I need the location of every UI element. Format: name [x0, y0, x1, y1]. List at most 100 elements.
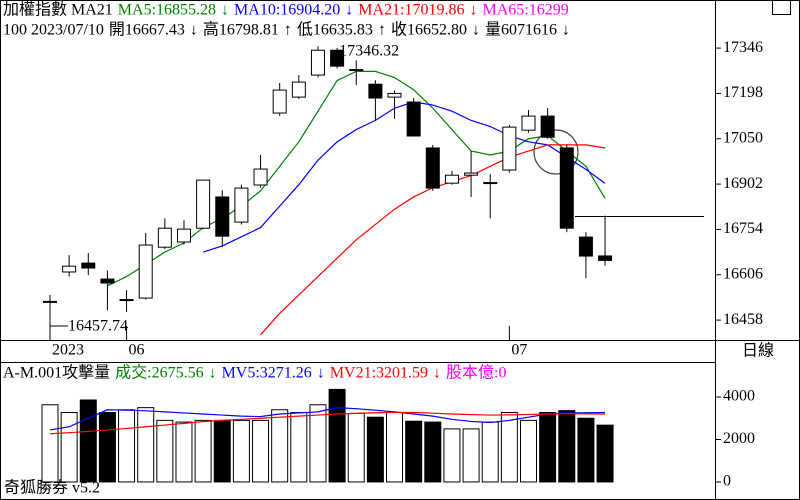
volume-bar	[290, 412, 308, 483]
header-text: 收16652.80	[391, 21, 467, 39]
y-tick-label: 17050	[723, 129, 763, 146]
volume-bar	[520, 419, 537, 483]
header-text: ↓	[470, 2, 478, 19]
candle-body	[387, 92, 402, 98]
volume-bar	[98, 412, 116, 483]
volume-bar	[443, 428, 461, 483]
header-text: ↓	[190, 22, 198, 39]
volume-bar	[462, 428, 480, 483]
volume-bar	[137, 407, 155, 483]
candle-body	[291, 81, 306, 98]
menu-icon[interactable]	[772, 0, 791, 15]
header-text: ↓	[221, 2, 229, 19]
footer: 奇狐勝券 v5.2	[4, 479, 100, 497]
ma-line	[107, 70, 606, 287]
candle-body	[176, 228, 191, 243]
header-text: 低16635.83	[297, 21, 373, 39]
candle-body	[598, 255, 613, 261]
header-text: 股本億:0	[446, 364, 506, 382]
header-text: ↓	[472, 22, 480, 39]
header-text: 高16798.81	[203, 21, 279, 39]
candle-body	[540, 115, 555, 138]
header-text: MA5:16855.28	[118, 2, 216, 19]
volume-bar	[405, 420, 423, 483]
volume-bar	[118, 409, 136, 483]
candle-body	[119, 299, 134, 302]
volume-bar	[79, 399, 97, 483]
header-text: ↑	[284, 22, 292, 39]
header-text: ↓	[562, 22, 570, 39]
y-tick-label: 17346	[723, 39, 763, 56]
header-text: MA10:16904.20	[234, 2, 340, 19]
candle-body	[559, 147, 574, 229]
x-tick-label: 06	[129, 342, 145, 359]
volume-bar	[309, 404, 327, 483]
volume-bar	[366, 416, 384, 483]
candle-body	[100, 278, 115, 284]
candle-body	[502, 126, 517, 171]
header-text: 加權指數 MA21	[3, 1, 113, 19]
ma-line	[202, 101, 606, 253]
header-text: MV21:3201.59	[330, 365, 428, 382]
header-text: ↑	[378, 22, 386, 39]
y-tick-label: 16606	[723, 265, 763, 282]
volume-bar	[252, 419, 270, 483]
volume-bar	[271, 409, 289, 483]
candle-body	[43, 300, 57, 303]
candle-body	[196, 179, 211, 229]
header-text: ↓	[433, 365, 441, 382]
volume-bar	[213, 419, 231, 483]
candle-body	[349, 69, 364, 72]
volume-bar	[500, 412, 518, 483]
candle-body	[464, 172, 479, 176]
candle-body	[215, 196, 230, 237]
candle-body	[521, 115, 536, 131]
header-text: MV5:3271.26	[222, 365, 312, 382]
y-tick-label: 4000	[723, 388, 755, 405]
volume-bar	[194, 419, 212, 483]
candle-body	[62, 265, 77, 273]
header-text: MA21:17019.86	[358, 2, 464, 19]
header-text: MA65:16299	[483, 2, 569, 19]
header-text: 開16667.43	[109, 22, 185, 39]
x-tick-label: 2023	[52, 342, 84, 359]
volume-bar	[328, 388, 346, 483]
candle-body	[310, 49, 325, 76]
x-tick-label: 07	[511, 342, 527, 359]
header-text: A-M.001攻擊量	[3, 364, 110, 382]
candle-body	[406, 101, 421, 137]
header-text: 100 2023/07/10	[3, 22, 104, 39]
candle-body	[138, 244, 153, 299]
y-tick-label: 16902	[723, 175, 763, 192]
volume-bar	[577, 417, 595, 483]
header-text: ↓	[209, 365, 217, 382]
candle-body	[234, 187, 249, 223]
annotation: 17346.32	[339, 43, 399, 60]
y-tick-label: 2000	[723, 430, 755, 447]
y-tick-label: 16754	[723, 220, 763, 237]
candle-body	[368, 83, 383, 99]
header-text: ↓	[345, 2, 353, 19]
volume-bar	[539, 412, 557, 483]
volume-bar	[175, 421, 193, 483]
volume-bar	[558, 410, 576, 483]
candle-body	[330, 49, 345, 67]
header-text: ↓	[317, 365, 325, 382]
candle-body	[578, 236, 593, 257]
volume-bar	[41, 404, 59, 483]
period-label: 日線	[742, 342, 774, 360]
volume-bar	[347, 412, 365, 483]
volume-bar	[60, 412, 78, 483]
header-text: 量6071616	[485, 22, 557, 39]
volume-bar	[156, 419, 174, 483]
candle-body	[157, 227, 172, 248]
volume-bar	[596, 424, 614, 483]
candle-body	[425, 147, 440, 189]
candle-body	[444, 174, 459, 184]
y-tick-label: 0	[723, 473, 731, 490]
candle-body	[483, 182, 498, 185]
ma-line	[49, 411, 606, 435]
volume-bar	[424, 421, 442, 483]
volume-bar	[481, 421, 499, 483]
